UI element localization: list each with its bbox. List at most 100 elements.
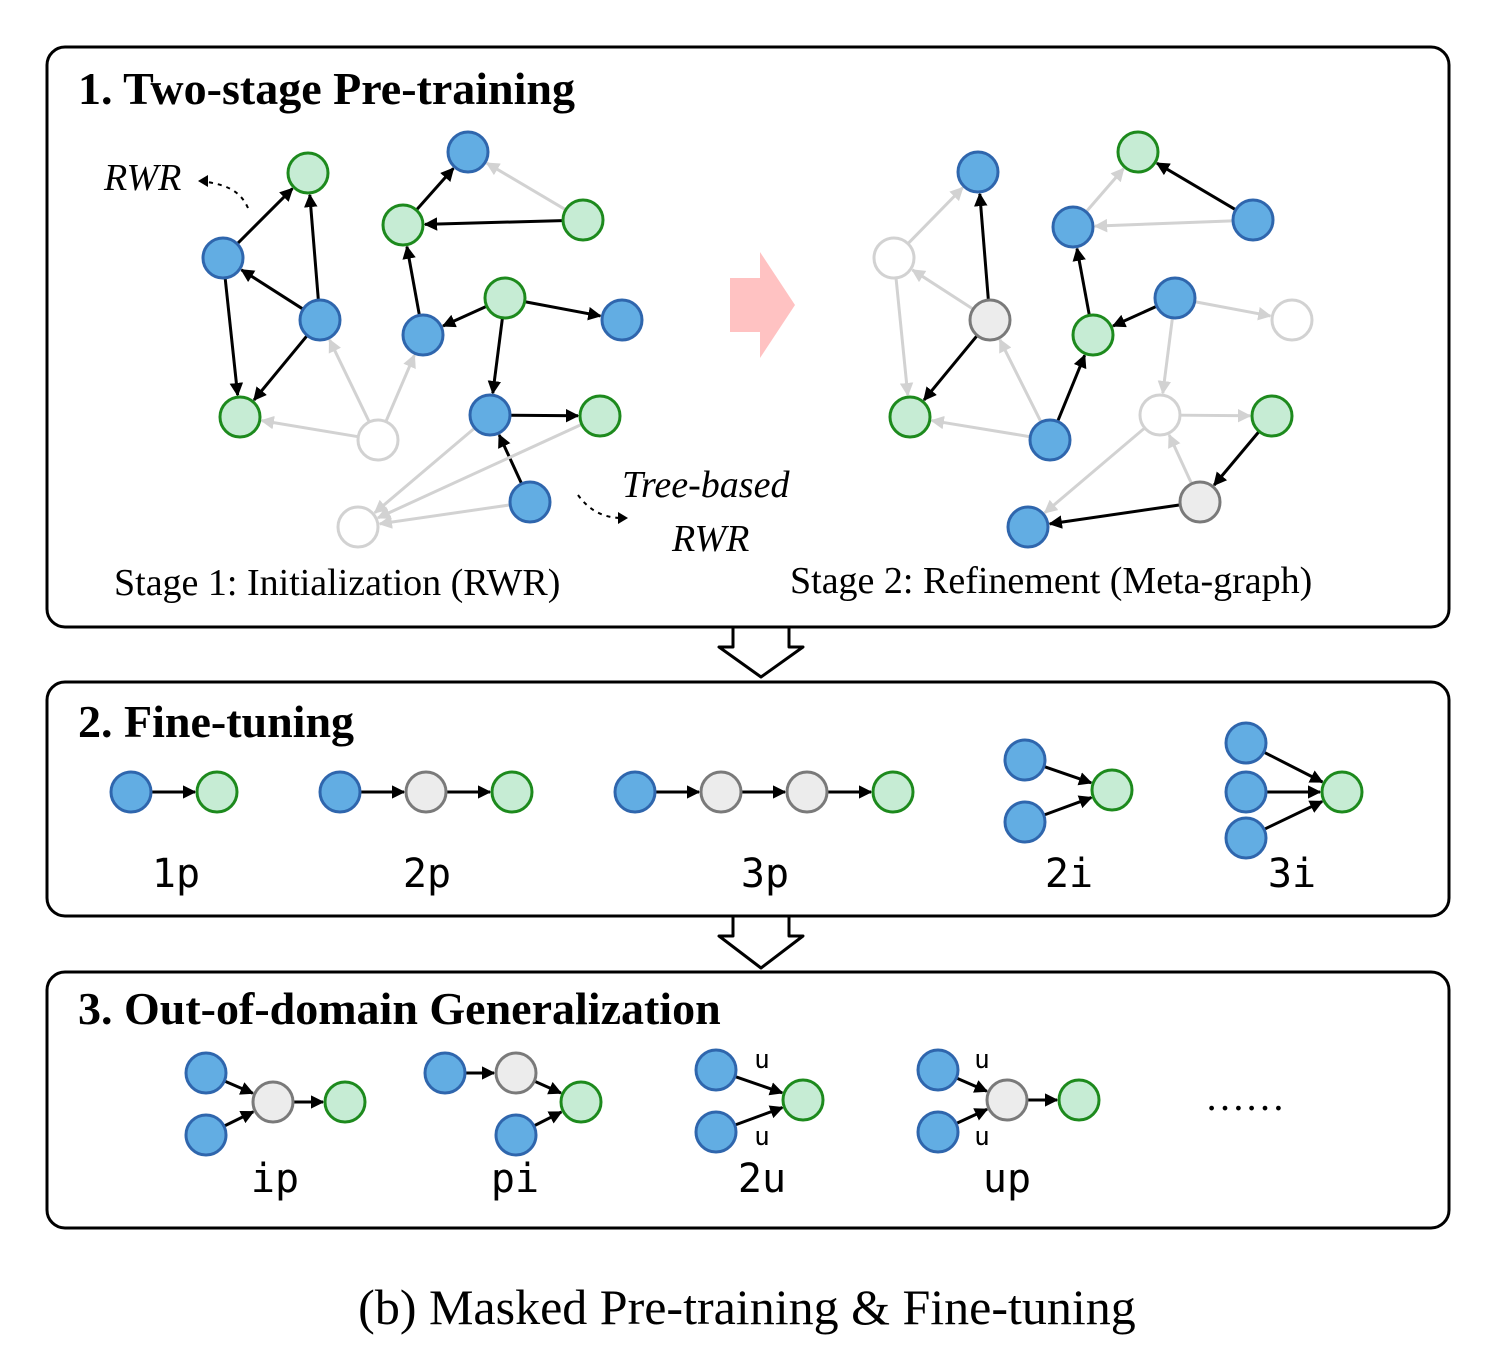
stage2-edge-b-d-faded <box>894 278 914 397</box>
pattern-3i-blue-node-a <box>1224 721 1268 765</box>
pattern-3i-edge-c-d <box>1264 800 1324 831</box>
tree-rwr-label-line2: RWR <box>671 518 749 560</box>
tree-rwr-label-line1: Tree-based <box>622 464 790 506</box>
pattern-3p-grey-node-b <box>699 770 743 814</box>
stage2-faded-node-k <box>1270 298 1314 342</box>
stage1-edge-h-f-faded <box>485 161 566 211</box>
stage1-edge-j-l <box>487 318 504 395</box>
stage2-blue-node-a <box>956 150 1000 194</box>
stage2-edge-b-a-faded <box>907 186 964 245</box>
pattern-label-2p: 2p <box>403 851 451 897</box>
generalization-panel <box>45 970 1451 1230</box>
stage2-green-node-i <box>1071 313 1115 357</box>
stage1-blue-node-f <box>446 130 490 174</box>
stage1-edge-c-b <box>240 268 304 310</box>
stage2-edge-n-o <box>1048 503 1180 529</box>
stage1-faded-node-o <box>336 505 380 549</box>
pattern-2u-edge-a-c <box>735 1075 784 1096</box>
stage2-edge-i-g <box>1072 247 1091 315</box>
pattern-label-up: up <box>983 1156 1031 1202</box>
stage1-green-node-a <box>286 151 330 195</box>
stage1-edge-e-d-faded <box>260 415 358 439</box>
stage2-faded-node-l <box>1138 393 1182 437</box>
generalization-edges <box>224 1066 1059 1128</box>
pattern-label-1p: 1p <box>152 851 200 897</box>
stage1-edge-i-g <box>402 245 421 315</box>
pattern-2i-edge-b-c <box>1044 795 1093 817</box>
pattern-label-3i: 3i <box>1268 851 1316 897</box>
stage1-green-node-d <box>218 395 262 439</box>
stage2-edge-c-b-faded <box>911 268 974 310</box>
stage2-edge-l-o-faded <box>1043 427 1145 514</box>
pretraining-nodes <box>201 130 1314 549</box>
stage2-grey-node-c <box>968 298 1012 342</box>
pattern-label-ip: ip <box>251 1156 299 1202</box>
flow-arrow-2 <box>717 914 805 970</box>
pattern-ip-green-node-d <box>323 1080 367 1124</box>
generalization-title: 3. Out-of-domain Generalization <box>78 983 721 1034</box>
pretraining-edges <box>223 161 1272 529</box>
stage2-edge-c-d <box>922 335 978 402</box>
stage1-green-node-j <box>483 276 527 320</box>
pattern-2i-green-node-c <box>1090 768 1134 812</box>
stage2-edge-h-f <box>1155 161 1236 211</box>
stage1-edge-h-g <box>423 217 563 231</box>
pattern-1p-green-node-b <box>195 770 239 814</box>
pattern-pi-green-node-c <box>559 1080 603 1124</box>
stage1-edge-b-a <box>236 187 294 245</box>
pattern-label-2i: 2i <box>1045 851 1093 897</box>
stage2-blue-node-e <box>1028 418 1072 462</box>
pattern-label-3p: 3p <box>741 851 789 897</box>
stage2-edge-e-i <box>1056 354 1087 422</box>
stage2-faded-node-b <box>872 236 916 280</box>
stage2-edge-l-m-faded <box>1180 408 1252 423</box>
generalization-nodes <box>184 1048 1101 1157</box>
stage1-edge-n-o-faded <box>378 503 510 529</box>
stage1-edge-c-d <box>252 335 308 402</box>
stage2-edge-e-c-faded <box>998 338 1042 422</box>
pattern-2i-edge-a-c <box>1044 765 1093 786</box>
pattern-ip-edge-b-c <box>224 1110 255 1128</box>
stage1-green-node-h <box>561 198 605 242</box>
flow-arrow-1 <box>717 625 805 679</box>
pattern-up-blue-node-a <box>916 1048 960 1092</box>
stage1-edge-l-o-faded <box>373 427 475 514</box>
stage1-edge-c-a <box>304 193 320 300</box>
stage1-edge-b-d <box>223 278 244 397</box>
stage1-blue-node-b <box>201 236 245 280</box>
stage1-edge-n-l <box>497 433 523 484</box>
pattern-up-grey-node-c <box>985 1078 1029 1122</box>
pattern-2u-blue-node-b <box>694 1110 738 1154</box>
stage1-blue-node-i <box>401 313 445 357</box>
stage1-edge-l-m <box>510 408 580 423</box>
stage2-edge-j-k-faded <box>1195 300 1272 321</box>
stage1-edge-m-o-faded <box>376 423 582 520</box>
stage2-edge-c-a <box>974 192 990 300</box>
stage1-blue-node-l <box>468 393 512 437</box>
pattern-up-green-node-d <box>1057 1078 1101 1122</box>
pattern-label-2u: 2u <box>738 1156 786 1202</box>
pattern-2p-green-node-c <box>490 770 534 814</box>
stage1-faded-node-e <box>356 418 400 462</box>
pattern-pi-edge-d-c <box>534 1110 563 1127</box>
union-marker-up-bottom: u <box>974 1122 990 1152</box>
pattern-pi-blue-node-d <box>494 1113 538 1157</box>
pattern-3i-edge-a-d <box>1264 751 1324 784</box>
pretraining-title: 1. Two-stage Pre-training <box>78 63 575 114</box>
pattern-ip-edge-a-c <box>224 1079 255 1095</box>
union-marker-2u-bottom: u <box>754 1122 770 1152</box>
pattern-2u-edge-b-c <box>735 1105 784 1127</box>
stage2-green-node-m <box>1250 394 1294 438</box>
pattern-3p-blue-node-a <box>613 770 657 814</box>
pattern-up-blue-node-b <box>916 1110 960 1154</box>
pattern-3i-green-node-d <box>1320 770 1364 814</box>
stage2-edge-e-d-faded <box>930 415 1030 439</box>
pattern-pi-blue-node-a <box>423 1051 467 1095</box>
union-marker-2u-top: u <box>754 1045 770 1075</box>
pattern-2i-blue-node-a <box>1003 738 1047 782</box>
stage1-edge-e-i-faded <box>384 353 416 422</box>
stage2-blue-node-j <box>1153 276 1197 320</box>
stage1-blue-node-n <box>508 480 552 524</box>
stage2-edge-j-l-faded <box>1157 318 1174 395</box>
stage1-edge-j-k <box>525 300 602 321</box>
